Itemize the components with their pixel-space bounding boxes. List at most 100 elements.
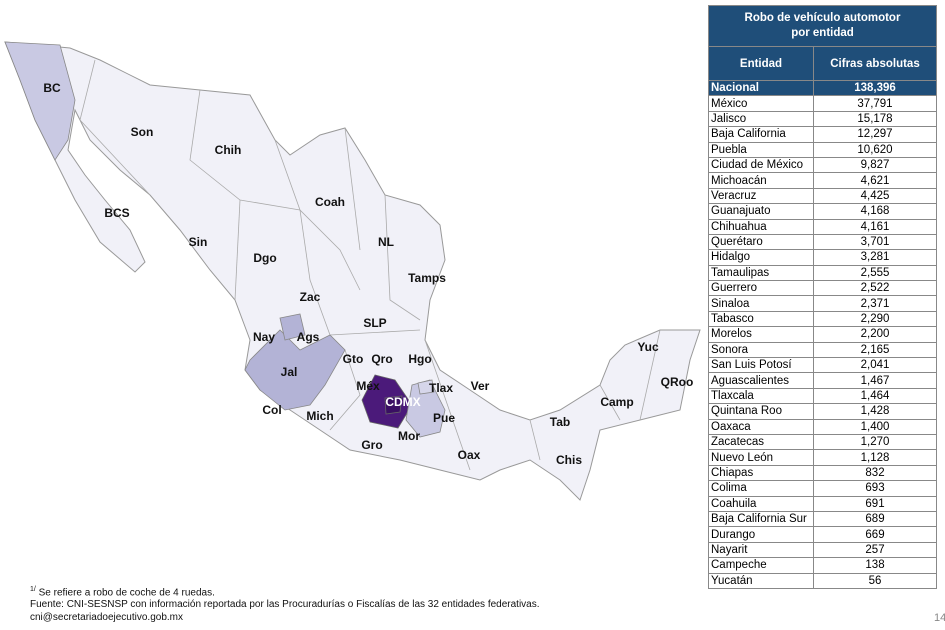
state-label-mor: Mor [398, 429, 420, 443]
state-label-ver: Ver [470, 379, 490, 393]
state-bc [4, 41, 76, 161]
value-cell: 2,522 [813, 280, 937, 297]
table-row: Yucatán 56 [708, 572, 937, 589]
table-row: San Luis Potosí 2,041 [708, 357, 937, 374]
state-ags [279, 313, 306, 341]
entidad-cell: Campeche [708, 557, 814, 574]
state-label-zac: Zac [299, 290, 321, 304]
entidad-cell: Jalisco [708, 110, 814, 128]
value-cell: 2,290 [813, 310, 937, 328]
table-row: Guerrero 2,522 [708, 280, 937, 297]
value-cell: 691 [813, 495, 937, 512]
state-label-bc: BC [43, 81, 61, 95]
entidad-cell: Coahuila [708, 495, 814, 512]
table-row: Durango 669 [708, 526, 937, 543]
value-cell: 689 [813, 510, 937, 528]
table-row: Aguascalientes 1,467 [708, 372, 937, 389]
email: cni@secretariadoejecutivo.gob.mx [30, 612, 184, 623]
table-row: Nuevo León 1,128 [708, 449, 937, 466]
state-label-chih: Chih [214, 143, 242, 157]
entidad-cell: Durango [708, 526, 814, 543]
entidad-cell: Yucatán [708, 572, 814, 589]
state-label-gto: Gto [342, 352, 364, 366]
value-cell: 832 [813, 464, 937, 482]
value-cell: 4,161 [813, 218, 937, 235]
entidad-cell: Guerrero [708, 280, 814, 297]
table-row: Quintana Roo 1,428 [708, 403, 937, 420]
table-row: Oaxaca 1,400 [708, 418, 937, 435]
value-cell: 1,128 [813, 449, 937, 466]
entidad-cell: Morelos [708, 326, 814, 343]
table-row: Colima 693 [708, 480, 937, 497]
state-label-pue: Pue [432, 411, 456, 425]
country-outline [4, 41, 701, 501]
table-row: Sonora 2,165 [708, 341, 937, 359]
value-cell: 15,178 [813, 110, 937, 128]
value-cell: 669 [813, 526, 937, 543]
mexico-map [4, 41, 701, 501]
page-number: 14 [934, 612, 945, 624]
table-row: Guanajuato 4,168 [708, 203, 937, 220]
state-label-dgo: Dgo [253, 251, 277, 265]
state-label-tab: Tab [549, 415, 571, 429]
entidad-cell: Nayarit [708, 541, 814, 559]
state-jal [244, 329, 346, 411]
value-cell: 4,168 [813, 203, 937, 220]
value-cell: 2,041 [813, 357, 937, 374]
entidad-cell: Ciudad de México [708, 156, 814, 174]
entidad-cell: Aguascalientes [708, 372, 814, 389]
entidad-cell: Oaxaca [708, 418, 814, 435]
value-cell: 12,297 [813, 126, 937, 143]
table-row: Nayarit 257 [708, 541, 937, 559]
source: Fuente: CNI-SESNSP con información repor… [30, 599, 540, 610]
entidad-cell: Zacatecas [708, 433, 814, 451]
value-cell: 4,425 [813, 187, 937, 205]
state-label-hgo: Hgo [408, 352, 432, 366]
state-label-ags: Ags [296, 330, 320, 344]
entidad-cell: Michoacán [708, 172, 814, 189]
value-cell: 257 [813, 541, 937, 559]
entidad-cell: Chihuahua [708, 218, 814, 235]
entidad-cell: Nuevo León [708, 449, 814, 466]
entidad-cell: Veracruz [708, 187, 814, 205]
state-label-tlax: Tlax [428, 381, 454, 395]
value-cell: 2,371 [813, 295, 937, 312]
table-row: Tabasco 2,290 [708, 310, 937, 328]
state-label-yuc: Yuc [637, 340, 659, 354]
state-label-nl: NL [378, 235, 394, 249]
table-row: Sinaloa 2,371 [708, 295, 937, 312]
table-row: Chiapas 832 [708, 464, 937, 482]
state-label-bcs: BCS [104, 206, 130, 220]
col-cifras: Cifras absolutas [813, 46, 937, 81]
table-row: Puebla 10,620 [708, 141, 937, 158]
state-cdmx [384, 395, 403, 415]
state-label-oax: Oax [457, 448, 481, 462]
value-cell: 693 [813, 480, 937, 497]
table-row: Chihuahua 4,161 [708, 218, 937, 235]
entidad-cell: Puebla [708, 141, 814, 158]
state-label-slp: SLP [363, 316, 387, 330]
table-row: Morelos 2,200 [708, 326, 937, 343]
value-cell: 37,791 [813, 95, 937, 112]
table-row: Veracruz 4,425 [708, 187, 937, 205]
value-cell: 1,270 [813, 433, 937, 451]
table-row: Michoacán 4,621 [708, 172, 937, 189]
state-label-nay: Nay [252, 330, 276, 344]
value-cell: 1,428 [813, 403, 937, 420]
table-row: Ciudad de México 9,827 [708, 156, 937, 174]
table-row: Jalisco 15,178 [708, 110, 937, 128]
state-label-chis: Chis [555, 453, 583, 467]
value-cell: 2,200 [813, 326, 937, 343]
table-row: Hidalgo 3,281 [708, 249, 937, 266]
value-cell: 1,464 [813, 387, 937, 405]
entidad-cell: Colima [708, 480, 814, 497]
entidad-cell: San Luis Potosí [708, 357, 814, 374]
value-cell: 4,621 [813, 172, 937, 189]
table-row: Querétaro 3,701 [708, 233, 937, 251]
entidad-cell: Sinaloa [708, 295, 814, 312]
table-row: Baja California 12,297 [708, 126, 937, 143]
state-label-sin: Sin [188, 235, 208, 249]
value-cell: 3,701 [813, 233, 937, 251]
value-cell: 56 [813, 572, 937, 589]
entidad-cell: Querétaro [708, 233, 814, 251]
